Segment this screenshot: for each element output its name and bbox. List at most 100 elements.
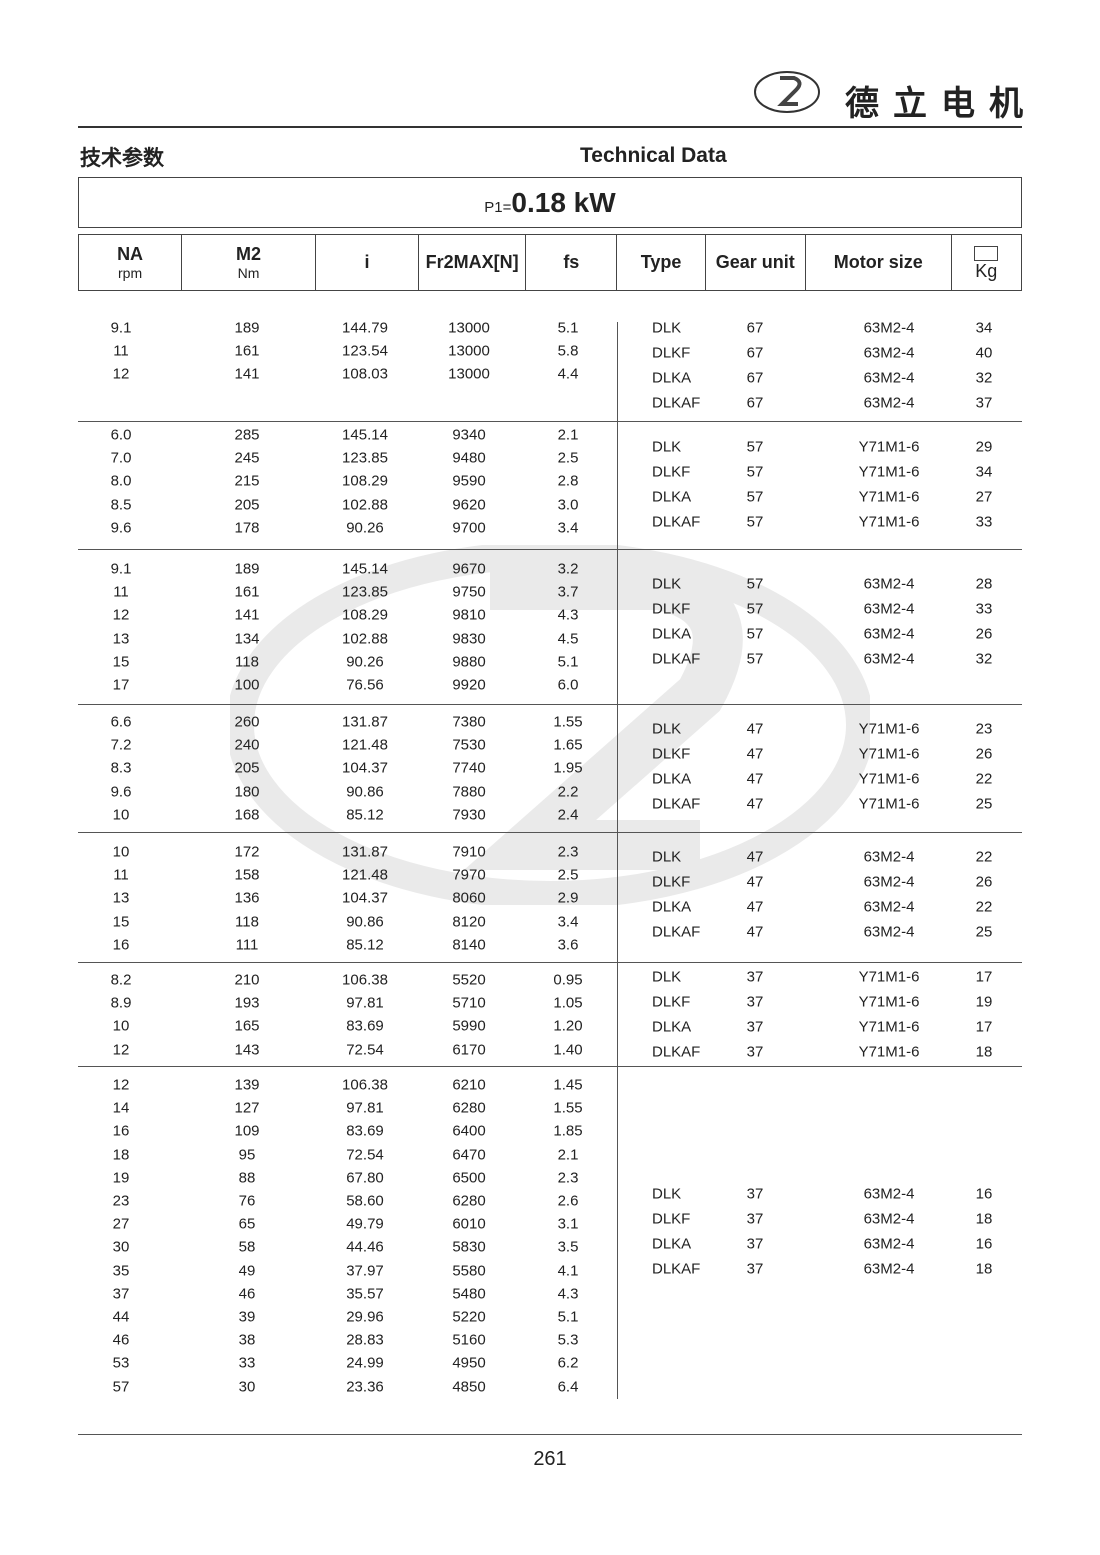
table-cell: 90.86 (346, 783, 384, 801)
table-cell: 8.2 (110, 971, 132, 989)
table-cell: 139 (234, 1076, 260, 1094)
table-cell: 6.0 (110, 426, 132, 444)
table-cell: 37 (746, 993, 764, 1011)
table-cell: 67.80 (346, 1169, 384, 1187)
column-divider (617, 322, 618, 1399)
table-cell: 63M2-4 (863, 898, 915, 916)
table-cell: 34 (975, 463, 993, 481)
table-cell: 1.40 (553, 1041, 583, 1059)
table-cell: 11 (113, 866, 129, 884)
table-cell: 15 (112, 913, 130, 931)
table-cell: 2.5 (557, 866, 579, 884)
table-cell: 9700 (452, 519, 486, 537)
power-heading: P1=0.18 kW (78, 177, 1022, 228)
table-cell: 9.1 (110, 560, 132, 578)
table-cell: 15 (112, 653, 130, 671)
table-cell: DLKAF (652, 1043, 701, 1061)
column-header: NA rpm (79, 235, 183, 290)
table-cell: 46 (112, 1331, 130, 1349)
table-cell: 57 (746, 600, 764, 618)
table-cell: 3.5 (557, 1238, 579, 1256)
table-cell: 4.3 (557, 1285, 579, 1303)
table-cell: 158 (234, 866, 260, 884)
table-cell: 9830 (452, 630, 486, 648)
table-cell: 57 (746, 625, 764, 643)
table-cell: 35 (112, 1262, 130, 1280)
table-cell: 18 (112, 1146, 130, 1164)
table-cell: 63M2-4 (863, 369, 915, 387)
table-cell: 9340 (452, 426, 486, 444)
table-cell: 121.48 (342, 866, 388, 884)
table-cell: 134 (234, 630, 260, 648)
page-number: 261 (533, 1448, 567, 1470)
table-cell: 17 (112, 676, 130, 694)
table-cell: 30 (238, 1378, 256, 1396)
column-header: Kg (952, 235, 1021, 290)
table-cell: 37 (746, 1043, 764, 1061)
table-cell: 30 (112, 1238, 130, 1256)
table-cell: 63M2-4 (863, 1185, 915, 1203)
table-cell: 1.55 (553, 713, 583, 731)
table-cell: 8140 (452, 936, 486, 954)
group-separator (78, 832, 1022, 833)
watermark-logo (230, 545, 870, 905)
table-cell: 47 (746, 873, 764, 891)
table-cell: 49 (238, 1262, 256, 1280)
header-rule (78, 126, 1022, 128)
table-cell: 6.2 (557, 1354, 579, 1372)
table-cell: 18 (975, 1043, 993, 1061)
table-cell: 47 (746, 898, 764, 916)
table-cell: 215 (234, 472, 260, 490)
table-cell: 95 (238, 1146, 256, 1164)
table-cell: 13 (112, 630, 130, 648)
table-cell: 136 (234, 889, 260, 907)
column-unit: Nm (237, 265, 260, 281)
table-cell: Y71M1-6 (858, 745, 920, 763)
table-cell: DLKAF (652, 1260, 701, 1278)
table-cell: 111 (235, 936, 259, 954)
table-cell: 8.9 (110, 994, 132, 1012)
weight-icon (974, 245, 999, 261)
table-cell: 6400 (452, 1122, 486, 1140)
table-cell: DLKF (652, 600, 691, 618)
table-cell: 260 (234, 713, 260, 731)
table-cell: 63M2-4 (863, 394, 915, 412)
table-cell: 47 (746, 720, 764, 738)
table-cell: 8060 (452, 889, 486, 907)
table-cell: 44 (112, 1308, 130, 1326)
table-cell: 37.97 (346, 1262, 384, 1280)
group-separator (78, 421, 1022, 422)
table-cell: 22 (975, 848, 993, 866)
table-cell: 29 (975, 438, 993, 456)
table-cell: Y71M1-6 (858, 720, 920, 738)
table-cell: 72.54 (346, 1146, 384, 1164)
table-cell: 1.95 (553, 759, 583, 777)
table-cell: DLK (652, 968, 682, 986)
table-cell: 1.85 (553, 1122, 583, 1140)
table-cell: 9.1 (110, 319, 132, 337)
table-cell: 2.5 (557, 449, 579, 467)
table-cell: 3.4 (557, 519, 579, 537)
table-cell: 90.26 (346, 653, 384, 671)
table-cell: 67 (746, 369, 764, 387)
table-cell: 29.96 (346, 1308, 384, 1326)
table-cell: Y71M1-6 (858, 993, 920, 1011)
table-cell: 9590 (452, 472, 486, 490)
table-cell: 2.8 (557, 472, 579, 490)
table-cell: 9670 (452, 560, 486, 578)
column-label: i (364, 252, 370, 272)
table-cell: 2.3 (557, 843, 579, 861)
table-cell: DLKF (652, 873, 691, 891)
table-cell: 4.3 (557, 606, 579, 624)
table-cell: 2.2 (557, 783, 579, 801)
column-unit: rpm (118, 265, 143, 281)
table-cell: 32 (975, 650, 993, 668)
table-cell: 8120 (452, 913, 486, 931)
table-cell: 63M2-4 (863, 923, 915, 941)
table-cell: Y71M1-6 (858, 968, 920, 986)
table-header: NA rpm M2 Nm i Fr2MAX[N] fs Type Gear unit Motor … (78, 234, 1022, 291)
table-cell: 145.14 (342, 426, 388, 444)
table-cell: 97.81 (346, 994, 384, 1012)
table-cell: 104.37 (342, 759, 388, 777)
table-cell: 7970 (452, 866, 486, 884)
